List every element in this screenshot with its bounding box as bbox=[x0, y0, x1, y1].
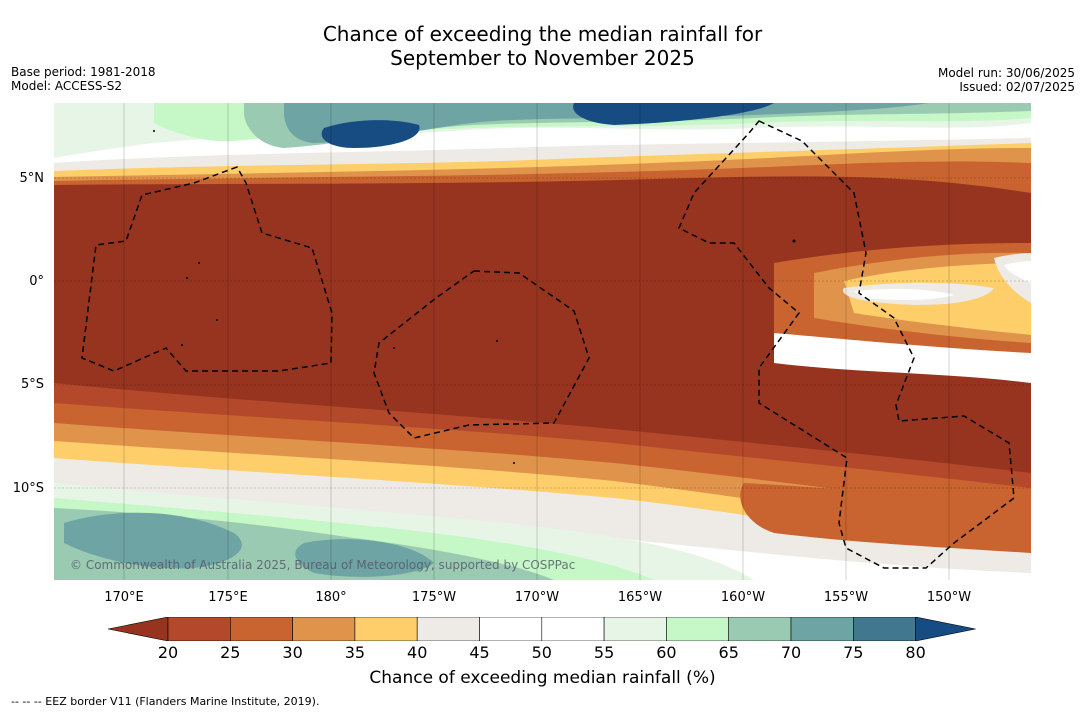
colorbar-tick-label: 75 bbox=[843, 643, 864, 662]
colorbar-swatch bbox=[790, 617, 854, 641]
lon-label-160w: 160°W bbox=[720, 590, 766, 605]
lon-label-165w: 165°W bbox=[617, 590, 663, 605]
east-50b bbox=[1004, 261, 1031, 283]
band-south-75b bbox=[295, 539, 434, 577]
lon-label-155w: 155°W bbox=[823, 590, 869, 605]
band-south-75 bbox=[64, 512, 242, 569]
lon-label-170w: 170°W bbox=[514, 590, 560, 605]
colorbar-swatches bbox=[108, 617, 976, 641]
colorbar-swatch bbox=[728, 617, 792, 641]
model-name: Model: ACCESS-S2 bbox=[11, 79, 123, 93]
lon-label-175w: 175°W bbox=[411, 590, 457, 605]
lat-label-5s: 5°S bbox=[20, 377, 44, 392]
grid-lines bbox=[54, 103, 1031, 580]
blob-north-80a bbox=[321, 120, 420, 148]
east-50 bbox=[854, 288, 954, 300]
colorbar-extend-low bbox=[108, 617, 169, 641]
lon-label-150w: 150°W bbox=[926, 590, 972, 605]
colorbar-tick-label: 30 bbox=[282, 643, 303, 662]
colorbar-swatch bbox=[666, 617, 730, 641]
colorbar-tick-label: 80 bbox=[905, 643, 926, 662]
colorbar bbox=[108, 617, 976, 641]
lon-label-170e: 170°E bbox=[104, 590, 144, 605]
colorbar-tick-label: 70 bbox=[780, 643, 802, 662]
blob-north-80b bbox=[573, 103, 774, 125]
colorbar-tick-label: 45 bbox=[469, 643, 490, 662]
colorbar-swatch bbox=[292, 617, 356, 641]
colorbar-label: Chance of exceeding median rainfall (%) bbox=[369, 668, 716, 688]
south-east-30 bbox=[740, 483, 1031, 553]
lat-label-10s: 10°S bbox=[12, 481, 44, 496]
band-south-45 bbox=[54, 458, 1031, 573]
map-title-line2: September to November 2025 bbox=[390, 46, 695, 70]
colorbar-extend-high bbox=[915, 617, 976, 641]
colorbar-tick-label: 50 bbox=[531, 643, 552, 662]
colorbar-swatch bbox=[230, 617, 293, 641]
colorbar-tick-label: 35 bbox=[344, 643, 366, 662]
meta-left: Base period: 1981-2018 Model: ACCESS-S2 bbox=[11, 65, 156, 93]
model-run: Model run: 30/06/2025 bbox=[937, 66, 1075, 80]
lat-label-0: 0° bbox=[29, 274, 44, 289]
colorbar-tick-label: 65 bbox=[718, 643, 739, 662]
eez-borders bbox=[81, 120, 1015, 569]
colorbar-swatch bbox=[416, 617, 480, 641]
colorbar-tick-label: 20 bbox=[157, 643, 179, 662]
islands bbox=[153, 130, 796, 464]
colorbar-swatch bbox=[852, 617, 916, 641]
eez-footer-note: -- -- -- EEZ border V11 (Flanders Marine… bbox=[11, 695, 320, 708]
lon-label-180: 180° bbox=[315, 590, 347, 605]
copyright-notice: © Commonwealth of Australia 2025, Bureau… bbox=[70, 558, 576, 572]
colorbar-swatch bbox=[167, 617, 231, 641]
colorbar-swatch bbox=[541, 617, 605, 641]
meta-right: Model run: 30/06/2025 Issued: 02/07/2025 bbox=[938, 66, 1075, 94]
colorbar-swatch bbox=[603, 617, 667, 641]
base-period: Base period: 1981-2018 bbox=[11, 65, 156, 79]
rainfall-map bbox=[54, 103, 1031, 580]
lon-label-175e: 175°E bbox=[208, 590, 248, 605]
colorbar-tick-label: 60 bbox=[656, 643, 677, 662]
lat-label-5n: 5°N bbox=[19, 171, 45, 186]
colorbar-tick-label: 55 bbox=[593, 643, 615, 662]
issued-date: Issued: 02/07/2025 bbox=[959, 80, 1075, 94]
colorbar-tick-label: 40 bbox=[407, 643, 428, 662]
colorbar-swatch bbox=[354, 617, 418, 641]
colorbar-swatch bbox=[479, 617, 543, 641]
band-north-75 bbox=[284, 103, 929, 143]
colorbar-tick-label: 25 bbox=[220, 643, 241, 662]
map-title-line1: Chance of exceeding the median rainfall … bbox=[322, 22, 763, 46]
